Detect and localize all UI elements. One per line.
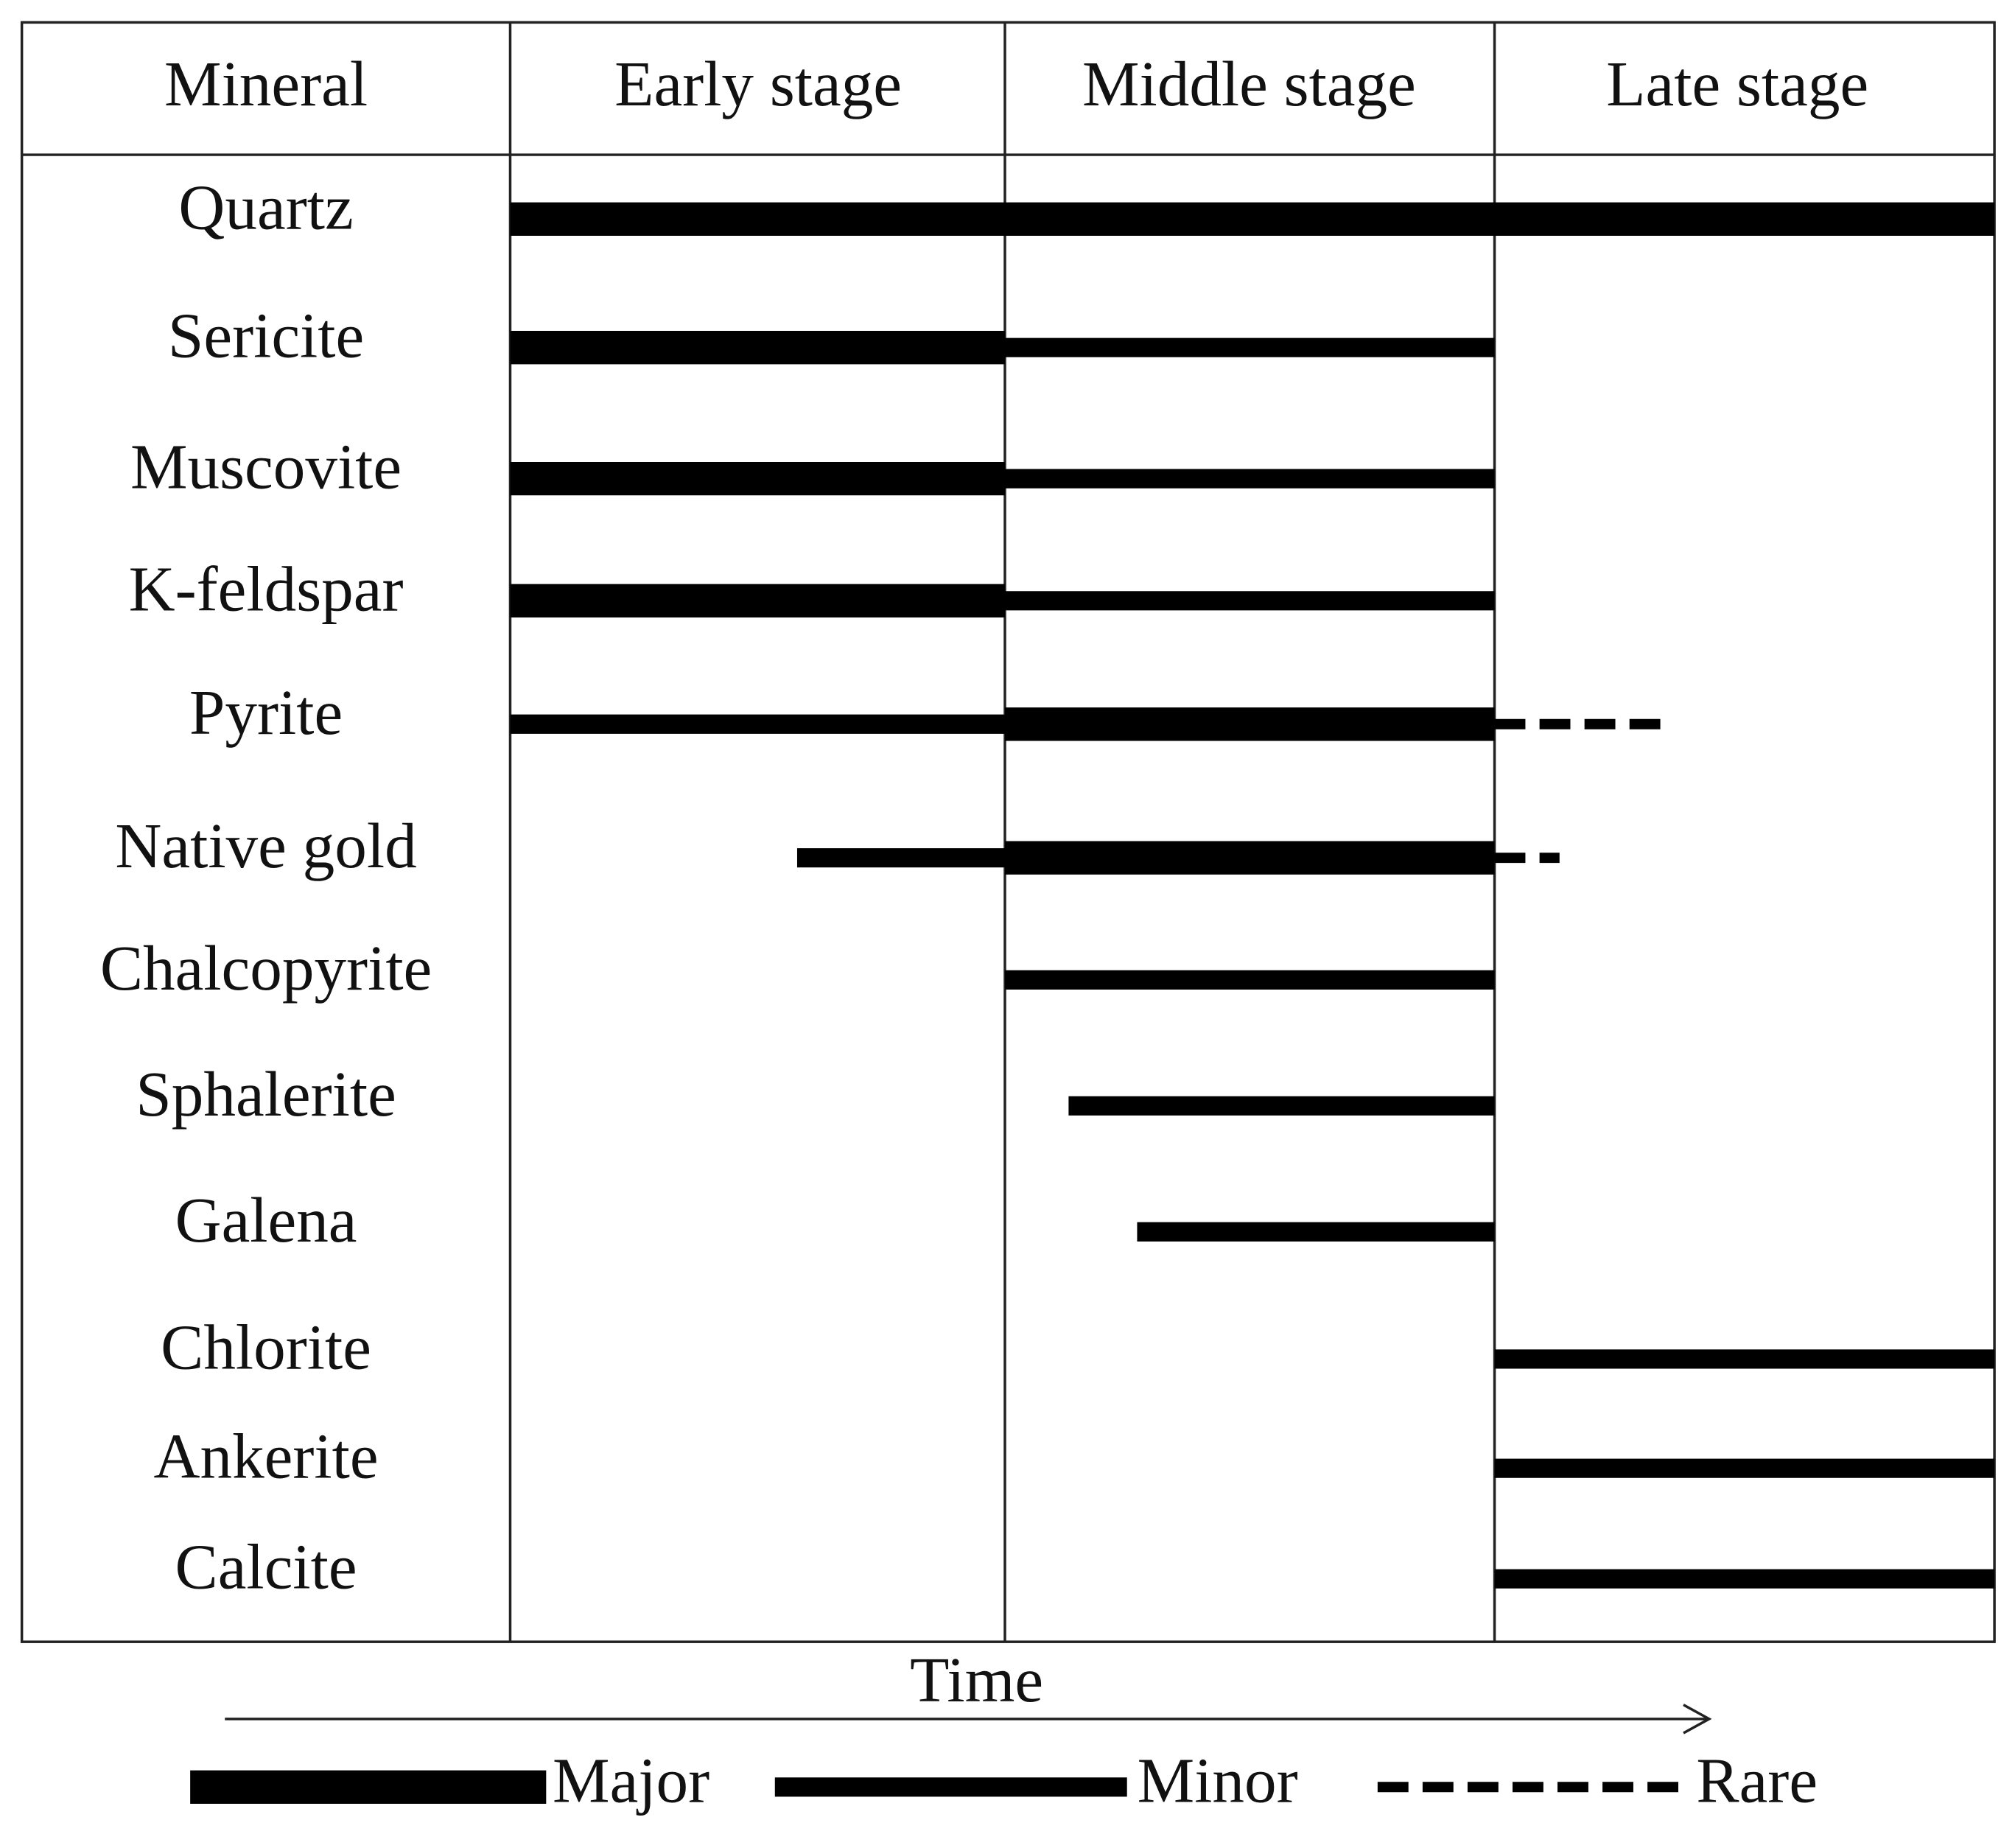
mineral-label: Ankerite bbox=[154, 1421, 379, 1492]
mineral-label: Pyrite bbox=[189, 676, 343, 748]
mineral-label: K-feldspar bbox=[129, 553, 404, 624]
mineral-label: Galena bbox=[175, 1184, 357, 1256]
mineral-label: Native gold bbox=[115, 810, 416, 881]
mineral-label: Sericite bbox=[168, 300, 364, 371]
mineral-label: Sphalerite bbox=[136, 1058, 396, 1130]
column-header: Mineral bbox=[164, 48, 368, 119]
legend-label: Rare bbox=[1696, 1744, 1818, 1816]
mineral-label: Chlorite bbox=[161, 1311, 371, 1382]
column-header: Early stage bbox=[614, 48, 902, 119]
arrow-head bbox=[1683, 1704, 1712, 1735]
column-header: Middle stage bbox=[1082, 48, 1416, 119]
mineral-label: Muscovite bbox=[130, 431, 402, 503]
mineral-label: Chalcopyrite bbox=[100, 932, 432, 1004]
mineral-label: Calcite bbox=[175, 1531, 357, 1603]
column-header: Late stage bbox=[1606, 48, 1868, 119]
axis-label: Time bbox=[910, 1644, 1043, 1715]
mineral-label: Quartz bbox=[178, 171, 353, 242]
legend-label: Minor bbox=[1138, 1744, 1298, 1816]
table-frame bbox=[20, 21, 1996, 1643]
legend-label: Major bbox=[553, 1744, 709, 1816]
